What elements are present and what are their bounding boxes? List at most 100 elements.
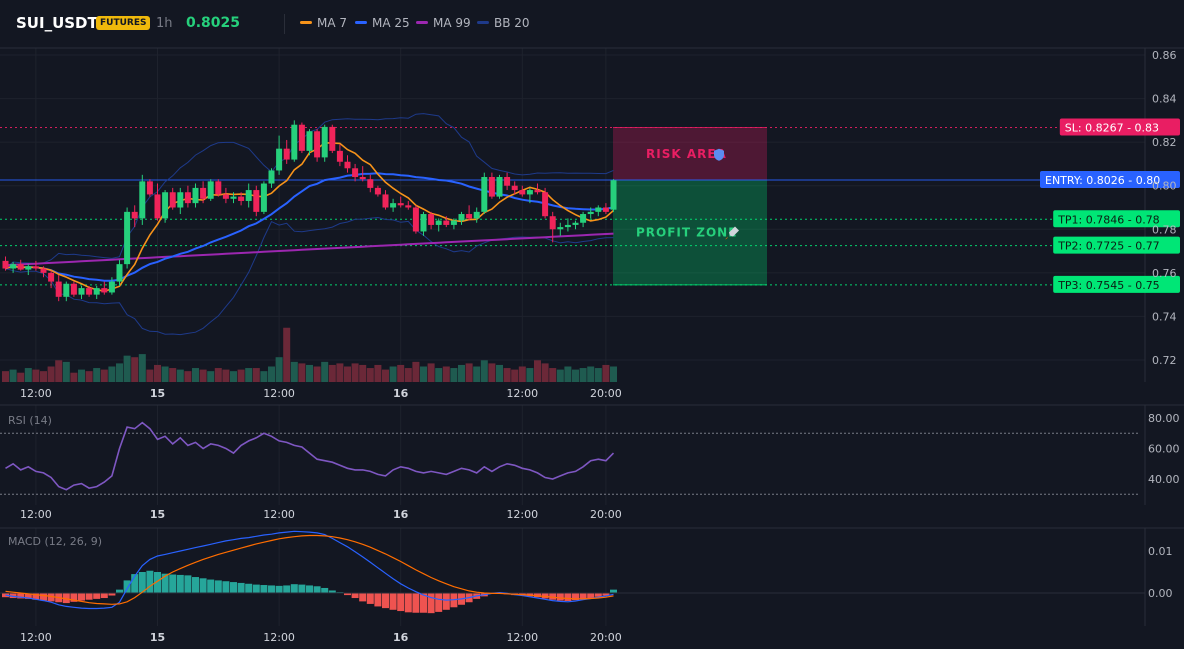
candle-body [260, 183, 267, 212]
chart-header: SUI_USDT FUTURES 1h 0.8025 MA 7 MA 25 MA… [0, 0, 1184, 48]
price-tick-label: 0.82 [1152, 136, 1177, 149]
macd-hist-bar [93, 593, 101, 599]
volume-bar [359, 364, 367, 382]
macd-hist-bar [374, 593, 382, 607]
legend-swatch-ma25 [355, 21, 367, 24]
macd-hist-bar [252, 584, 260, 593]
candle-body [2, 260, 9, 269]
volume-bars [2, 327, 617, 382]
legend-swatch-ma99 [416, 21, 428, 24]
macd-hist-bar [382, 593, 389, 609]
level-tag [1059, 118, 1180, 136]
rsi-title: RSI (14) [8, 414, 52, 427]
candle-body [238, 196, 245, 201]
level-tag [1053, 275, 1180, 293]
candle-body [526, 190, 533, 195]
volume-bar [366, 368, 374, 382]
volume-bar [268, 366, 275, 382]
profit-zone [613, 180, 767, 285]
volume-bar [184, 371, 192, 382]
candle-body [504, 177, 511, 186]
rsi-line [5, 421, 615, 491]
candle-body [139, 181, 146, 219]
macd-hist-bar [564, 593, 572, 601]
candle-body [314, 131, 321, 158]
candle-body [390, 203, 397, 208]
candle-body [511, 185, 518, 191]
volume-bar [344, 366, 351, 382]
macd-hist-bar [100, 593, 108, 599]
macd-hist-bar [32, 593, 40, 600]
volume-bar [55, 360, 63, 382]
macd-hist-bar [298, 584, 306, 593]
legend-ma25[interactable]: MA 25 [355, 16, 410, 30]
macd-hist-bar [283, 585, 291, 593]
volume-bar [572, 369, 579, 382]
volume-bar [237, 369, 245, 382]
time-tick-label: 12:00 [263, 387, 295, 400]
macd-hist-bar [154, 572, 161, 593]
legend-ma7[interactable]: MA 7 [300, 16, 347, 30]
macd-hist-bar [24, 593, 32, 599]
candle-body [298, 124, 305, 151]
symbol-name[interactable]: SUI_USDT [16, 14, 98, 32]
macd-hist-bar [62, 593, 70, 604]
volume-bar [275, 357, 283, 382]
macd-hist-bar [579, 593, 587, 600]
volume-bar [556, 369, 564, 382]
candle-body [93, 288, 100, 295]
candle-body [557, 227, 564, 230]
volume-bar [420, 366, 427, 382]
volume-bar [336, 363, 344, 382]
candle-body [488, 177, 495, 197]
volume-bar [404, 368, 412, 382]
candle-body [253, 190, 260, 212]
macd-hist-bar [230, 582, 237, 593]
volume-bar [488, 363, 496, 382]
candle-body [169, 192, 176, 208]
macd-hist-bar [389, 593, 397, 610]
candle-body [25, 266, 32, 270]
candle-body [329, 126, 336, 151]
volume-bar [313, 366, 321, 382]
volume-bar [511, 369, 519, 382]
volume-bar [24, 368, 32, 382]
legend-label-ma99: MA 99 [433, 16, 471, 30]
volume-bar [17, 372, 25, 382]
volume-bar [564, 366, 572, 382]
macd-hist-bar [131, 574, 139, 593]
macd-hist-bar [116, 589, 123, 593]
legend-bb20[interactable]: BB 20 [477, 16, 530, 30]
macd-hist-bar [192, 577, 199, 593]
last-price: 0.8025 [186, 15, 241, 31]
macd-hist-bar [442, 593, 450, 610]
ma25-line [5, 172, 614, 282]
time-tick-label: 12:00 [20, 631, 52, 644]
volume-bar [108, 366, 116, 382]
macd-hist-bar [427, 593, 435, 614]
level-tag [1053, 236, 1180, 254]
candle-body [481, 177, 488, 212]
macd-hist-bar [321, 587, 329, 593]
candle-body [177, 192, 184, 208]
price-tick-label: 0.74 [1152, 310, 1177, 323]
timeframe-label[interactable]: 1h [156, 16, 173, 31]
candle-body [602, 207, 609, 212]
candle-body [443, 220, 450, 225]
rocket-icon [729, 226, 739, 237]
volume-bar [610, 366, 617, 382]
volume-bar [526, 368, 534, 382]
legend-ma99[interactable]: MA 99 [416, 16, 471, 30]
candle-body [549, 216, 556, 230]
macd-hist-bar [85, 593, 93, 600]
candle-body [405, 205, 412, 208]
macd-hist-bar [420, 593, 427, 613]
candle-body [519, 190, 526, 195]
macd-histogram [2, 570, 617, 614]
volume-bar [138, 354, 146, 382]
level-tag [1040, 171, 1180, 189]
candle-body [17, 264, 24, 270]
candle-body [10, 264, 17, 269]
volume-bar [192, 368, 199, 382]
